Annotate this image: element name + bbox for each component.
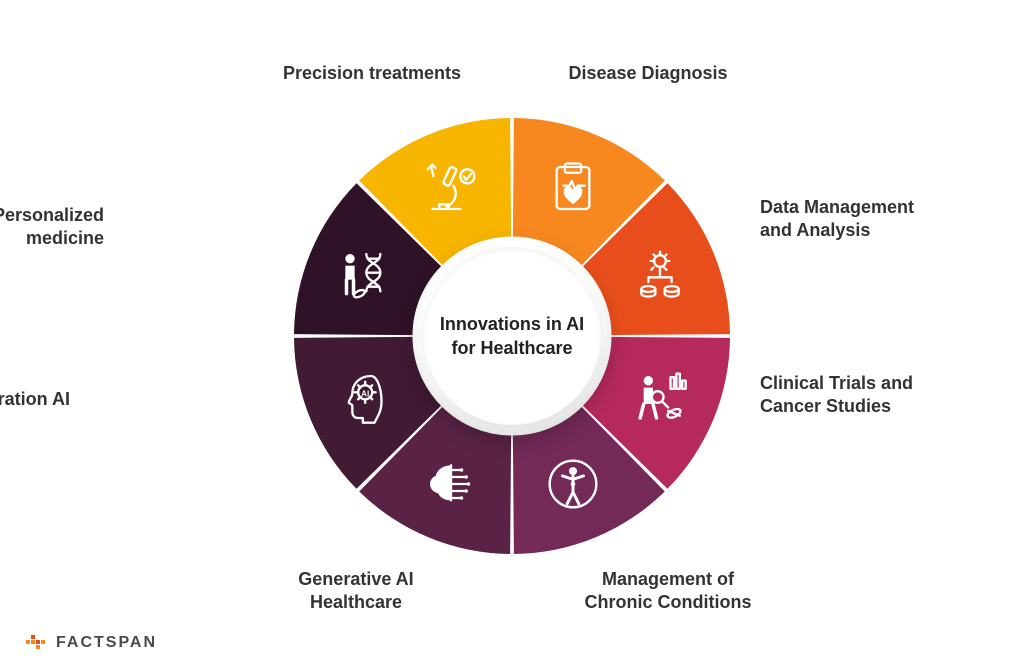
trials-icon bbox=[628, 365, 692, 429]
center-label: Innovations in AI for Healthcare bbox=[413, 312, 611, 361]
label-precision-treatments: Precision treatments bbox=[283, 62, 461, 85]
label-personalized-medicine: Personalized medicine bbox=[0, 204, 104, 249]
data-gear-icon bbox=[628, 243, 692, 307]
svg-text:AI: AI bbox=[361, 390, 369, 399]
label-clinical-trials: Clinical Trials and Cancer Studies bbox=[760, 372, 940, 417]
label-chronic-conditions: Management of Chronic Conditions bbox=[568, 568, 768, 613]
body-scan-icon bbox=[541, 452, 605, 516]
label-next-gen-ai: Next-Generation AI bbox=[0, 388, 70, 411]
brand-logo: FACTSPAN bbox=[26, 634, 157, 652]
infographic-stage: Innovations in AI for Healthcare bbox=[0, 0, 1024, 672]
clipboard-heart-icon bbox=[541, 156, 605, 220]
label-disease-diagnosis: Disease Diagnosis bbox=[568, 62, 727, 85]
person-dna-icon bbox=[332, 243, 396, 307]
center-circle: Innovations in AI for Healthcare bbox=[413, 237, 611, 435]
logo-text: FACTSPAN bbox=[56, 634, 157, 652]
ai-head-icon: AI bbox=[332, 365, 396, 429]
brain-circuit-icon bbox=[419, 452, 483, 516]
microscope-icon bbox=[419, 156, 483, 220]
logo-mark-icon bbox=[26, 634, 48, 652]
label-generative-ai: Generative AI Healthcare bbox=[256, 568, 456, 613]
label-data-management: Data Management and Analysis bbox=[760, 196, 940, 241]
